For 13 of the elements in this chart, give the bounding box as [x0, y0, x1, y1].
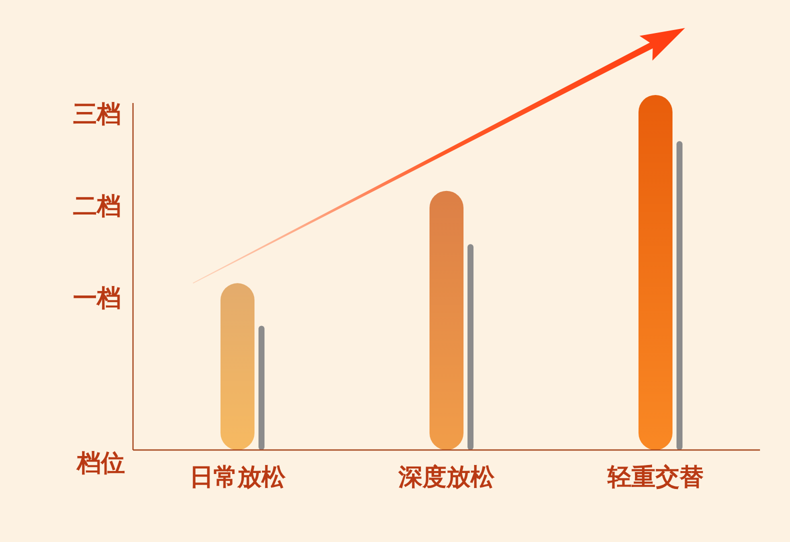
x-tick-label: 深度放松 [398, 463, 496, 491]
bar [468, 244, 474, 450]
text: 一档 [73, 284, 121, 312]
bar [676, 141, 682, 450]
y-axis-title: 档位 [76, 449, 125, 477]
text: 三档 [73, 100, 121, 128]
bar [258, 326, 264, 450]
x-tick-label: 轻重交替 [606, 463, 704, 491]
bar [638, 95, 672, 450]
x-tick-label: 日常放松 [190, 463, 286, 491]
bar [430, 190, 464, 450]
text: 二档 [73, 192, 121, 220]
bar [220, 283, 254, 450]
